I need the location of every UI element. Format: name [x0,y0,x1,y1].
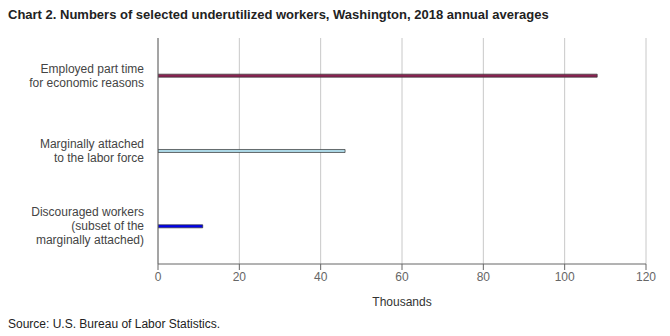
html-text:Source: U.S. Bureau of Labor S: Source: U.S. Bureau of Labor Statistics. [8,317,221,331]
svg-text:120: 120 [636,270,656,284]
svg-text:Thousands: Thousands [372,295,431,309]
svg-text:Discouraged workers(subset of: Discouraged workers(subset of themargina… [31,205,144,247]
svg-text:100: 100 [555,270,575,284]
html-text:Chart 2. Numbers of selected u: Chart 2. Numbers of selected underutiliz… [8,7,549,22]
svg-text:0: 0 [155,270,162,284]
svg-text:Marginally attachedto the labo: Marginally attachedto the labor force [40,137,144,165]
svg-text:Employed part timefor economic: Employed part timefor economic reasons [29,62,144,90]
svg-text:40: 40 [314,270,328,284]
svg-text:60: 60 [395,270,409,284]
svg-text:80: 80 [477,270,491,284]
svg-text:20: 20 [233,270,247,284]
